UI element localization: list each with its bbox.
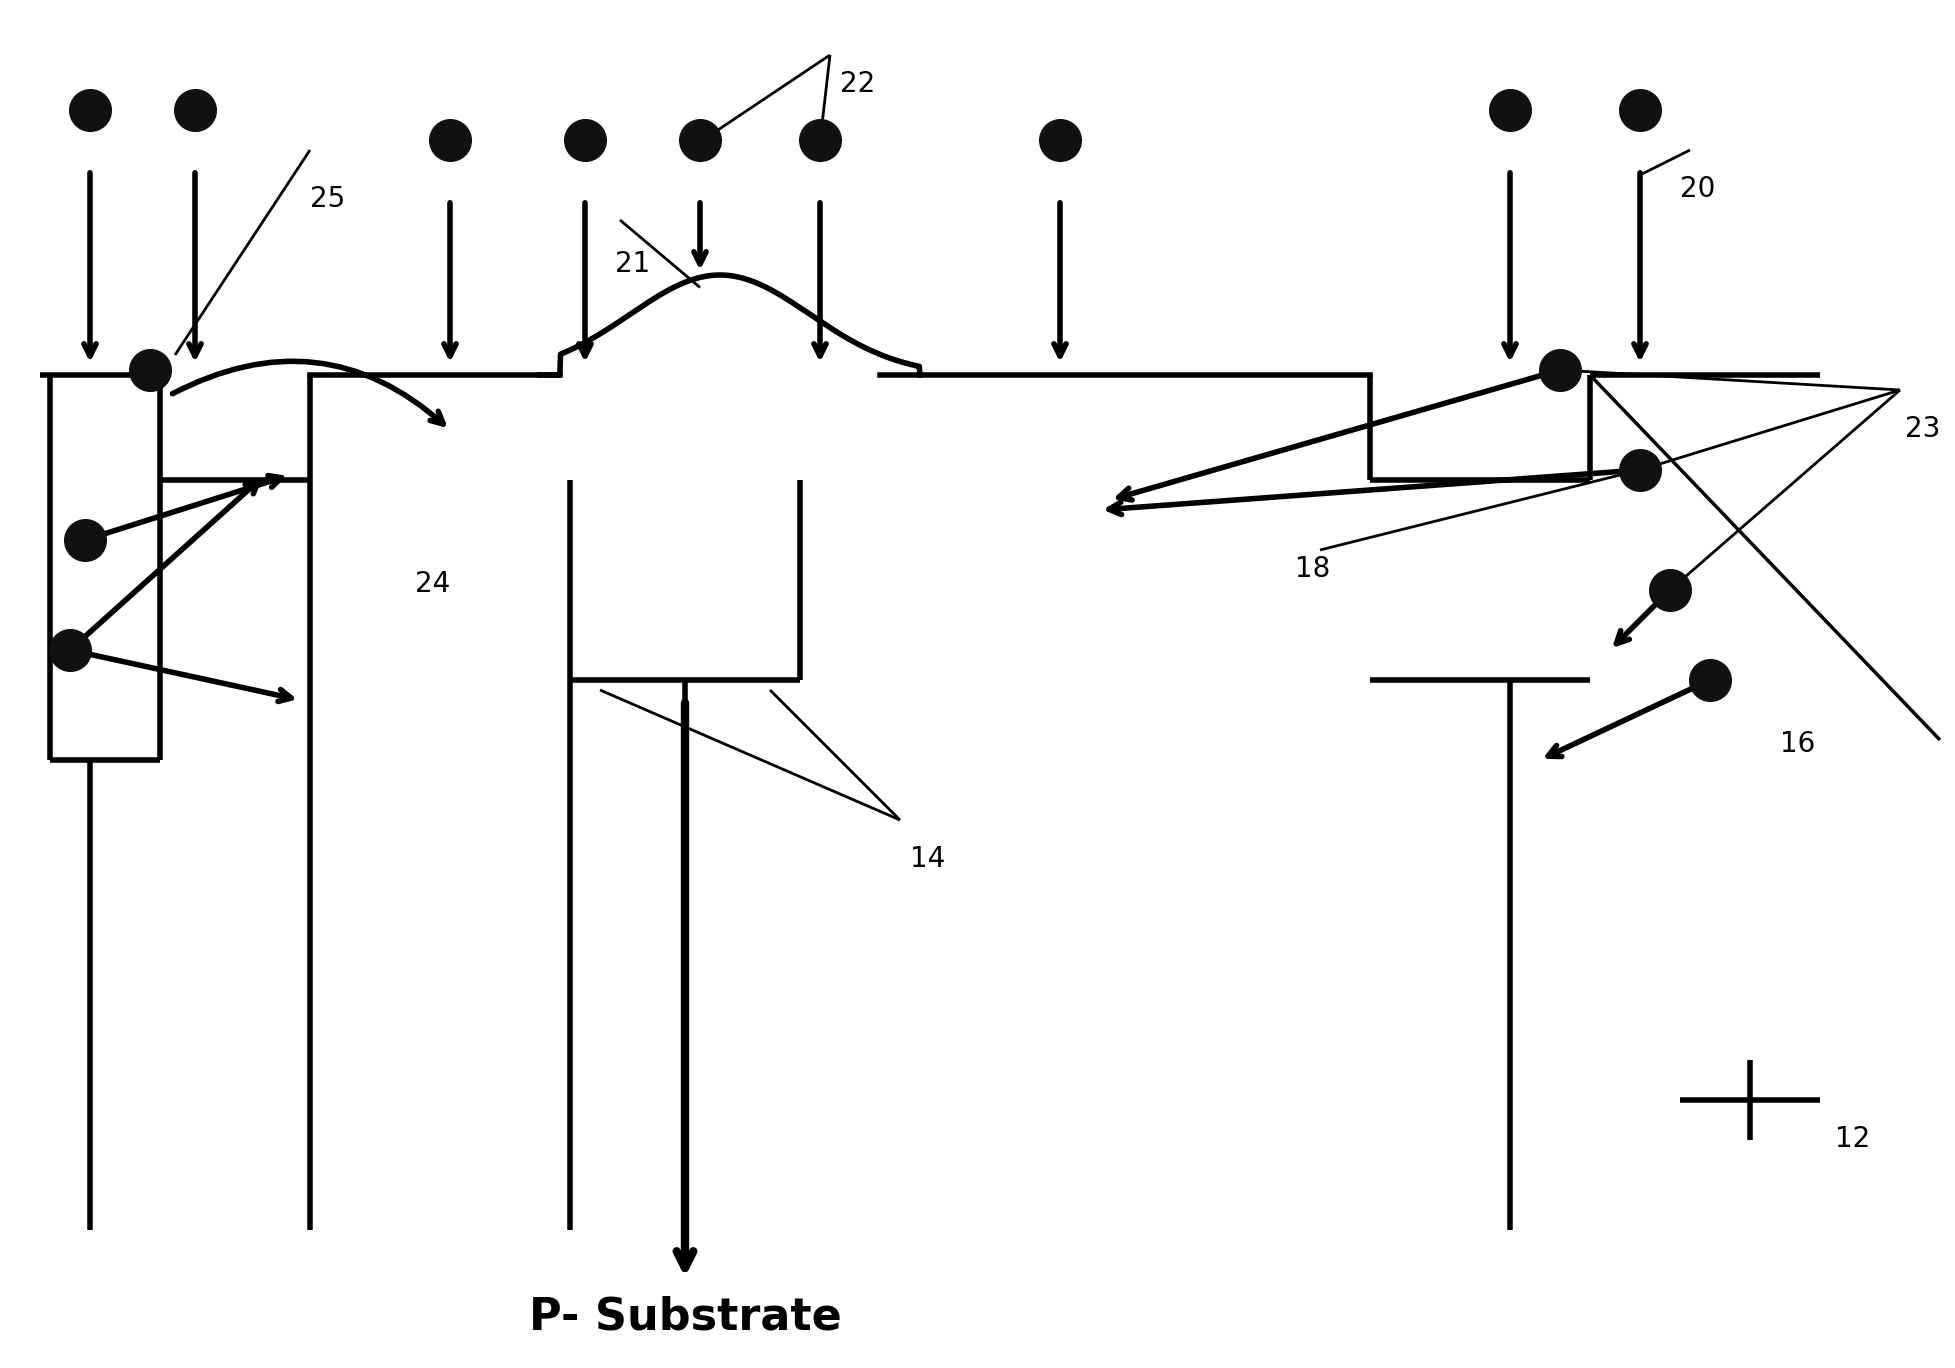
Point	[804, 129, 835, 150]
Text: 24: 24	[414, 570, 450, 598]
Text: 21: 21	[614, 250, 649, 278]
Point	[569, 129, 600, 150]
Text: 20: 20	[1679, 175, 1715, 202]
Point	[74, 98, 106, 120]
Point	[55, 639, 86, 661]
Text: 23: 23	[1904, 415, 1939, 443]
Point	[1494, 98, 1525, 120]
Point	[1623, 460, 1654, 482]
Point	[135, 358, 166, 380]
Point	[1044, 129, 1075, 150]
Point	[1654, 579, 1685, 601]
Point	[434, 129, 465, 150]
Text: 25: 25	[309, 185, 346, 213]
Text: 18: 18	[1294, 555, 1329, 583]
Point	[1623, 98, 1654, 120]
Point	[1544, 358, 1576, 380]
Text: 22: 22	[839, 70, 874, 98]
Point	[1693, 669, 1724, 691]
Text: 16: 16	[1779, 731, 1814, 758]
Text: 14: 14	[909, 845, 944, 873]
Text: 12: 12	[1834, 1124, 1869, 1153]
Point	[68, 529, 100, 551]
Point	[180, 98, 211, 120]
Text: P- Substrate: P- Substrate	[528, 1295, 841, 1338]
Point	[684, 129, 716, 150]
